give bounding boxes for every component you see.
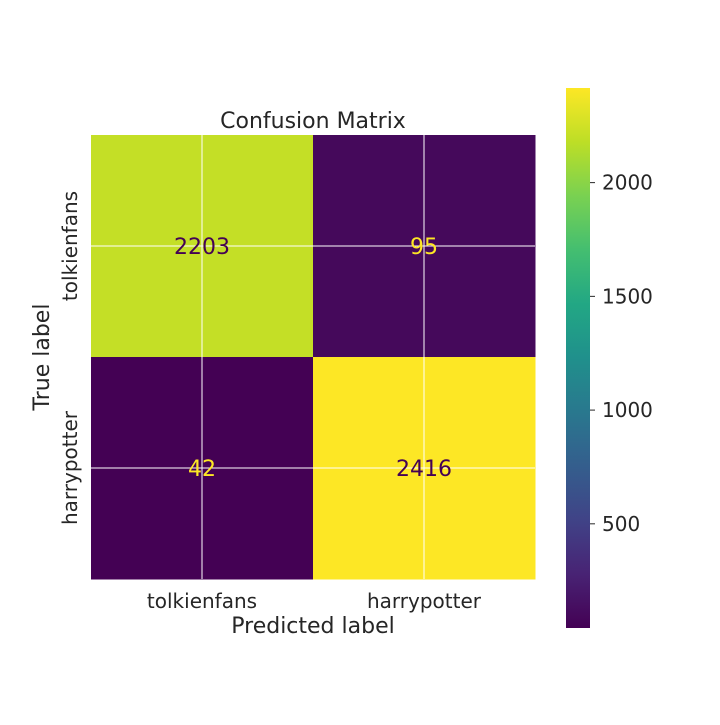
colorbar xyxy=(566,88,590,628)
colorbar-tick-label: 2000 xyxy=(602,171,653,195)
cell-value-label: 95 xyxy=(410,235,438,260)
y-tick-label: harrypotter xyxy=(58,410,82,525)
colorbar-tick-label: 1500 xyxy=(602,284,653,308)
cell-value-label: 2416 xyxy=(396,457,452,482)
y-tick-labels: tolkienfans harrypotter xyxy=(58,191,82,525)
y-axis-label: True label xyxy=(30,304,55,412)
chart-title: Confusion Matrix xyxy=(220,109,406,134)
x-tick-label: harrypotter xyxy=(367,589,482,613)
cell-value-label: 42 xyxy=(188,457,216,482)
cell-value-label: 2203 xyxy=(174,235,230,260)
colorbar-tick-label: 1000 xyxy=(602,398,653,422)
heatmap-cells xyxy=(91,135,536,580)
x-tick-label: tolkienfans xyxy=(147,589,257,613)
colorbar-ticks: 500 1000 1500 2000 xyxy=(590,171,653,536)
grid-lines xyxy=(91,135,535,579)
y-tick-label: tolkienfans xyxy=(58,191,82,301)
cell-value-labels: 2203 95 42 2416 xyxy=(174,235,452,482)
x-axis-label: Predicted label xyxy=(231,614,394,639)
colorbar-tick-label: 500 xyxy=(602,512,640,536)
x-tick-labels: tolkienfans harrypotter xyxy=(147,589,482,613)
